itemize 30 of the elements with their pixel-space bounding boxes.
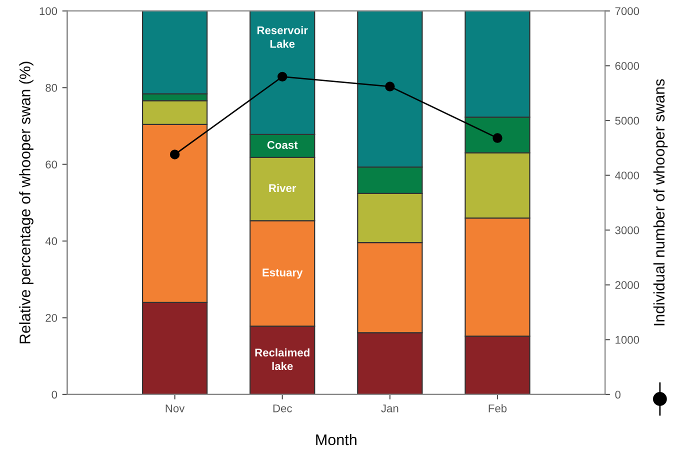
y2-tick-label: 2000	[615, 281, 640, 290]
y2-axis-title: Individual number of whooper swans	[653, 79, 668, 326]
y-tick-label: 100	[40, 7, 58, 16]
y2-tick-label: 7000	[615, 7, 640, 16]
x-axis-title: Month	[316, 434, 356, 446]
series-label: River	[269, 184, 296, 192]
y-tick-label: 40	[45, 237, 58, 246]
y2-tick-label: 3000	[615, 226, 640, 234]
y-tick-label: 20	[46, 314, 58, 322]
y-tick-label: 0	[52, 390, 58, 399]
point	[385, 82, 395, 92]
y2-tick-label: 0	[615, 390, 621, 399]
y-tick-label: 80	[46, 84, 58, 92]
y2-tick-label: 6000	[615, 62, 640, 70]
series-label: Reservoir Lake	[257, 26, 308, 48]
point	[492, 133, 502, 143]
y2-tick-label: 5000	[615, 116, 640, 125]
y-tick-label: 60	[46, 160, 58, 168]
x-tick-label: Dec	[273, 404, 292, 412]
series-label: Coast	[267, 141, 298, 149]
x-tick-label: Jan	[381, 404, 398, 412]
y-axis-title: Relative percentage of whooper swan (%)	[19, 62, 34, 344]
y2-tick-label: 1000	[616, 336, 640, 344]
x-tick-label: Nov	[166, 404, 185, 412]
y2-tick-label: 4000	[615, 172, 640, 180]
series-label: Estuary	[262, 268, 303, 279]
x-tick-label: Feb	[488, 404, 507, 412]
point	[170, 150, 180, 160]
series-label: Reclaimed lake	[255, 348, 310, 370]
point	[277, 72, 288, 82]
